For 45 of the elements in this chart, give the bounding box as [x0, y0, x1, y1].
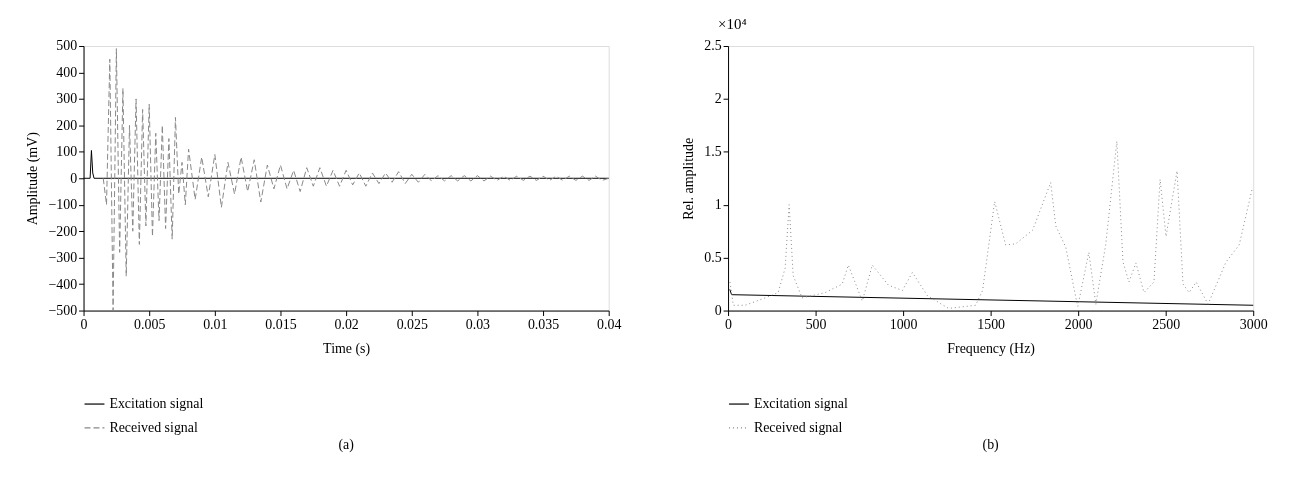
y-tick-label: −500 [48, 303, 78, 319]
x-tick-label: 0.04 [597, 316, 622, 332]
y-tick-label: 100 [56, 144, 78, 160]
text: (b) [982, 436, 1000, 453]
legend-label: Excitation signal [753, 396, 848, 412]
text: (a) [338, 436, 355, 453]
x-axis-title: Time (s) [323, 340, 371, 357]
x-axis-title: Frequency (Hz) [947, 340, 1036, 357]
y-tick-label: 0 [70, 170, 78, 186]
x-tick-label: 0 [725, 316, 733, 332]
x-tick-label: 2000 [1064, 316, 1093, 332]
x-tick-label: 0.03 [465, 316, 491, 332]
text: ×10⁴ [718, 16, 747, 33]
y-tick-label: 500 [56, 38, 78, 54]
y-tick-label: 2.5 [704, 38, 722, 54]
y-tick-label: −200 [48, 223, 78, 239]
x-tick-label: 0.025 [396, 316, 428, 332]
y-tick-label: −400 [48, 276, 78, 292]
y-tick-label: 300 [56, 91, 78, 107]
x-tick-label: 2500 [1152, 316, 1181, 332]
y-tick-label: 400 [56, 64, 78, 80]
y-axis-title: Amplitude (mV) [25, 131, 42, 226]
legend-label: Received signal [109, 419, 198, 435]
x-tick-label: 0.005 [134, 316, 166, 332]
line-series [102, 48, 610, 312]
x-tick-label: 1000 [889, 316, 918, 332]
x-tick-label: 0.01 [203, 316, 228, 332]
x-tick-label: 0 [80, 316, 88, 332]
x-tick-label: 500 [805, 316, 827, 332]
x-tick-label: 0.015 [265, 316, 297, 332]
y-tick-label: 200 [56, 117, 78, 133]
y-tick-label: −100 [48, 197, 78, 213]
legend-label: Received signal [753, 419, 843, 435]
y-tick-label: 1.5 [704, 144, 722, 160]
y-tick-label: −300 [48, 250, 78, 266]
x-tick-label: 0.02 [334, 316, 359, 332]
y-tick-label: 0 [714, 303, 722, 319]
y-tick-label: 0.5 [704, 250, 722, 266]
x-tick-label: 1500 [977, 316, 1006, 332]
x-tick-label: 0.035 [527, 316, 560, 332]
x-tick-label: 3000 [1239, 316, 1268, 332]
y-tick-label: 1 [714, 197, 722, 213]
y-axis-title: Rel. amplitude [681, 137, 697, 220]
y-tick-label: 2 [714, 91, 722, 107]
legend-label: Excitation signal [109, 396, 204, 412]
